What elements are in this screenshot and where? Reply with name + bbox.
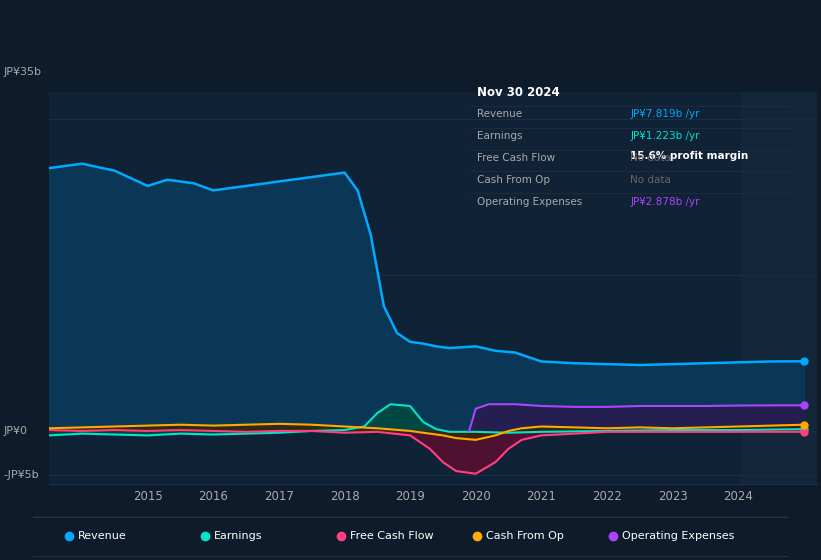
- Text: Earnings: Earnings: [477, 131, 523, 141]
- Text: JP¥7.819b /yr: JP¥7.819b /yr: [631, 109, 699, 119]
- Text: No data: No data: [631, 175, 671, 185]
- Text: No data: No data: [631, 153, 671, 163]
- Text: Nov 30 2024: Nov 30 2024: [477, 86, 560, 99]
- Text: JP¥2.878b /yr: JP¥2.878b /yr: [631, 197, 699, 207]
- Text: Revenue: Revenue: [78, 531, 127, 541]
- Text: Free Cash Flow: Free Cash Flow: [350, 531, 433, 541]
- Text: JP¥1.223b /yr: JP¥1.223b /yr: [631, 131, 699, 141]
- Text: Operating Expenses: Operating Expenses: [622, 531, 734, 541]
- Text: Earnings: Earnings: [214, 531, 263, 541]
- Text: Cash From Op: Cash From Op: [486, 531, 564, 541]
- Text: Free Cash Flow: Free Cash Flow: [477, 153, 555, 163]
- Text: -JP¥5b: -JP¥5b: [3, 470, 39, 480]
- FancyBboxPatch shape: [25, 517, 796, 557]
- Text: JP¥35b: JP¥35b: [3, 67, 41, 77]
- Text: JP¥0: JP¥0: [3, 426, 27, 436]
- Text: Cash From Op: Cash From Op: [477, 175, 550, 185]
- Bar: [741, 92, 817, 484]
- Text: Revenue: Revenue: [477, 109, 522, 119]
- Text: 15.6% profit margin: 15.6% profit margin: [631, 151, 749, 161]
- Text: Operating Expenses: Operating Expenses: [477, 197, 582, 207]
